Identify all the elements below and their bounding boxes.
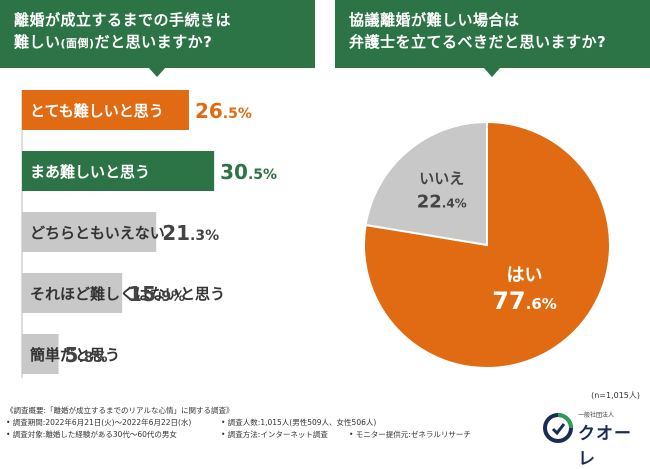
right-header-pointer [483,67,501,77]
charts-canvas: とても難しいと思う 26.5% まあ難しいと思う 30.5% どちらともいえない21.3… [21,90,611,378]
bar-label-3: どちらともいえない [30,224,165,242]
pie-value-2: 22.4% [417,192,467,213]
sample-size-note: (n=1,015人) [591,391,640,400]
right-question-line2: 弁護士を立てるべきだと思いますか? [349,33,607,51]
survey-footer: 《調査概要:「離婚が成立するまでのリアルな心情」に関する調査》 • 調査期間:2… [6,405,471,441]
bar-label-1: とても難しいと思う [30,102,164,120]
quore-logo: 一般社団法人 クオーレ [542,408,638,469]
pie-value-1: 77.6% [492,287,557,315]
right-question-header: 協議離婚が難しい場合は 弁護士を立てるべきだと思いますか? [335,0,650,77]
survey-period: • 調査期間:2022年6月21日(火)〜2022年6月22日(水) [6,418,192,427]
bar-value-1: 26.5% [195,99,252,123]
bar-2 [22,151,215,191]
survey-people: • 調査人数:1,015人(男性509人、女性506人) [221,418,377,427]
left-question-header: 離婚が成立するまでの手続きは 難しい(面倒)だと思いますか? [0,0,315,77]
bar-value-4: 15.9% [128,282,185,306]
survey-target: • 調査対象:離婚した経験がある30代〜60代の男女 [6,430,177,439]
left-question-line1: 離婚が成立するまでの手続きは [14,11,232,29]
bar-label-2: まあ難しいと思う [30,163,150,181]
left-question-paren: (面倒) [60,37,95,50]
pie-label-1: はい [507,265,543,286]
bar-value-5: 5.8% [65,343,108,367]
bar-value-2: 30.5% [220,160,277,184]
pie-slice-2 [364,120,488,247]
bar-3 [22,212,157,252]
survey-overview: 《調査概要:「離婚が成立するまでのリアルな心情」に関する調査》 [6,406,234,415]
bar-value-3: 21.3% [162,221,219,245]
left-question-line2-main: 難しい [14,33,61,51]
left-header-pointer [148,67,166,77]
logo-subtitle: 一般社団法人 [578,412,615,419]
bar-label-4: それほど難しくはないと思う [30,285,225,303]
pie-label-2: いいえ [419,170,464,188]
logo-name: クオーレ [578,424,632,469]
survey-monitor: • モニター提供元:ゼネラルリサーチ [349,430,471,439]
logo-mark-icon [543,413,573,443]
bar-1 [22,90,189,130]
bar-label-5: 簡単だと思う [30,346,120,364]
bar-4 [22,273,123,313]
survey-method: • 調査方法:インターネット調査 [221,430,328,439]
left-question-line2-tail: だと思いますか? [94,33,213,51]
bar-chart: とても難しいと思う 26.5% まあ難しいと思う 30.5% どちらともいえない21.3… [22,90,277,374]
bar-5 [22,334,59,374]
right-question-line1: 協議離婚が難しい場合は [349,11,520,29]
